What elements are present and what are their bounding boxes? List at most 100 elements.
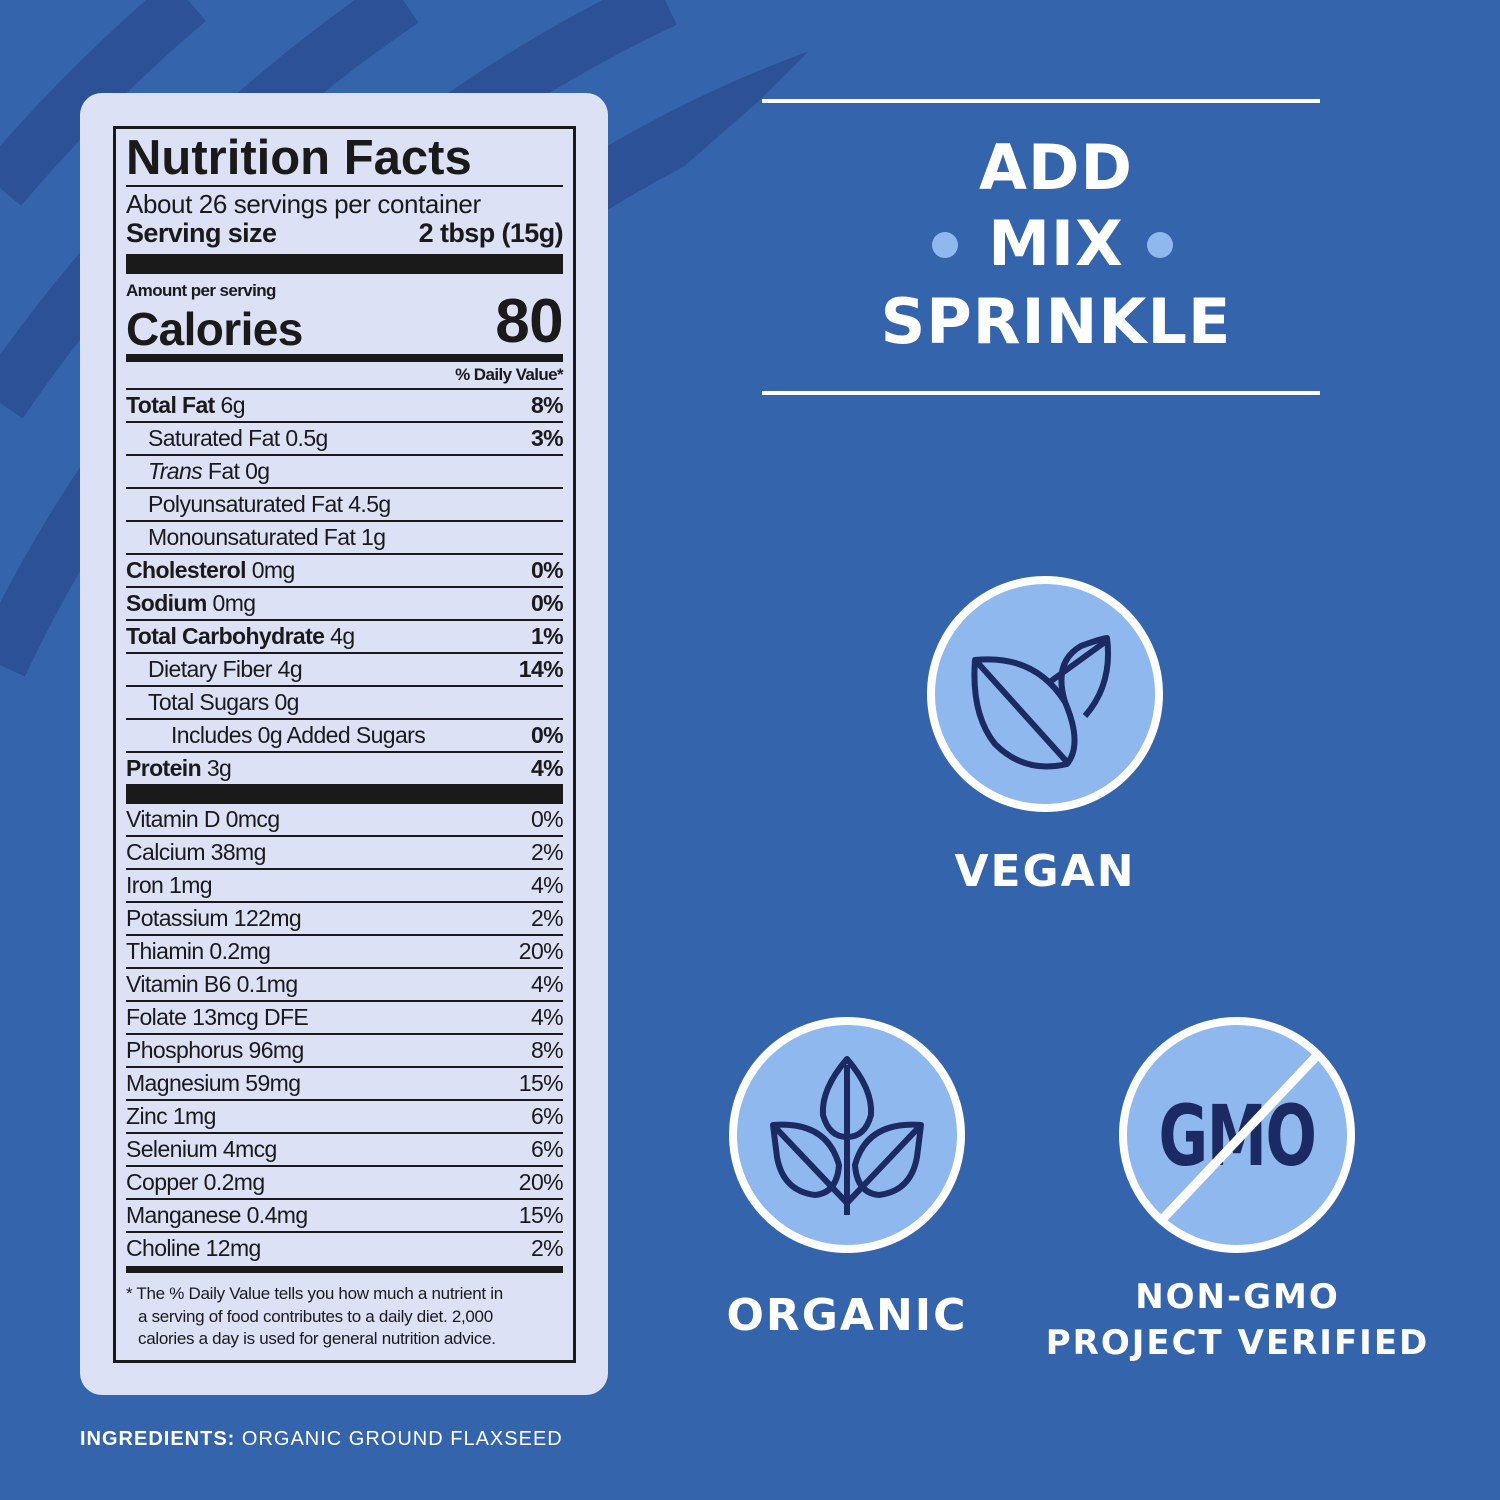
vitamin-row: Choline 12mg 2% <box>126 1233 564 1266</box>
nutrient-row: Cholesterol 0mg 0% <box>126 555 564 588</box>
calories-row: Calories 80 <box>126 291 564 355</box>
nutrient-row: Saturated Fat 0.5g 3% <box>126 423 564 456</box>
vitamin-name: Choline 12mg <box>126 1235 261 1261</box>
sprout-icon <box>770 1056 924 1215</box>
nutrient-dv: 0% <box>530 722 564 748</box>
nutrient-row: Total Carbohydrate 4g 1% <box>126 621 564 654</box>
nutrient-name: Total Fat 6g <box>126 390 246 421</box>
nutrient-name: Protein 3g <box>126 753 232 786</box>
nutrient-amount: Dietary Fiber 4g <box>148 656 303 682</box>
nutrient-amount: 0mg <box>206 590 257 616</box>
vitamin-row: Calcium 38mg 2% <box>126 837 564 870</box>
vitamin-row: Vitamin D 0mcg 0% <box>126 804 564 837</box>
nutrient-row: Includes 0g Added Sugars 0% <box>126 720 564 753</box>
vitamin-name: Thiamin 0.2mg <box>126 938 271 964</box>
vitamin-row: Potassium 122mg 2% <box>126 903 564 936</box>
nutrient-rows: Total Fat 6g 8% Saturated Fat 0.5g 3% Trans … <box>126 390 564 786</box>
nutrient-name: Dietary Fiber 4g <box>126 654 303 685</box>
non-gmo-badge: GMO <box>1119 1017 1355 1253</box>
divider-line <box>762 391 1320 395</box>
nutrient-amount: Includes 0g Added Sugars <box>171 722 426 748</box>
vitamin-dv: 2% <box>530 1235 564 1261</box>
vitamin-rows: Vitamin D 0mcg 0% Calcium 38mg 2% Iron 1mg 4%… <box>126 804 564 1266</box>
vegan-badge <box>927 576 1163 812</box>
non-gmo-label-line2: PROJECT VERIFIED <box>1045 1323 1430 1363</box>
vitamin-row: Magnesium 59mg 15% <box>126 1068 564 1101</box>
vitamin-name: Potassium 122mg <box>126 905 302 931</box>
nutrient-name: Monounsaturated Fat 1g <box>126 522 386 553</box>
background-stripe <box>0 0 206 206</box>
serving-size-value: 2 tbsp (15g) <box>418 218 564 248</box>
nutrient-amount: Monounsaturated Fat 1g <box>148 524 386 550</box>
leaves-icon <box>971 635 1112 770</box>
slogan-add: ADD <box>979 131 1133 204</box>
nutrient-name: Total Sugars 0g <box>126 687 299 718</box>
nutrient-dv: 8% <box>530 392 564 418</box>
vitamin-row: Thiamin 0.2mg 20% <box>126 936 564 969</box>
vitamin-name: Manganese 0.4mg <box>126 1202 308 1228</box>
vitamin-dv: 20% <box>518 938 564 964</box>
footnote-line: calories a day is used for general nutri… <box>138 1329 496 1348</box>
vitamin-dv: 6% <box>530 1103 564 1129</box>
nutrient-name: Cholesterol 0mg <box>126 555 295 586</box>
nutrient-row: Polyunsaturated Fat 4.5g <box>126 489 563 522</box>
footnote: * The % Daily Value tells you how much a… <box>126 1273 563 1351</box>
amount-per-serving: Amount per serving <box>126 281 276 300</box>
footnote-line: * The % Daily Value tells you how much a… <box>126 1284 503 1303</box>
vitamin-dv: 15% <box>518 1202 564 1228</box>
divider-line <box>762 99 1320 103</box>
vitamin-dv: 4% <box>530 872 564 898</box>
vitamin-dv: 2% <box>530 839 564 865</box>
thick-divider <box>126 254 563 274</box>
nutrient-bold: Total Carbohydrate <box>126 623 325 649</box>
dot-icon <box>1147 232 1173 258</box>
vitamin-row: Copper 0.2mg 20% <box>126 1167 564 1200</box>
vitamin-name: Zinc 1mg <box>126 1103 216 1129</box>
nutrient-amount: Fat 0g <box>202 458 270 484</box>
nutrient-amount: 3g <box>201 755 232 781</box>
calories-label: Calories <box>126 303 303 355</box>
calories-value: 80 <box>495 287 563 356</box>
vitamin-name: Calcium 38mg <box>126 839 266 865</box>
nutrient-name: Saturated Fat 0.5g <box>126 423 328 454</box>
nutrient-italic: Trans <box>148 458 203 484</box>
nutrient-row: Total Sugars 0g <box>126 687 563 720</box>
serving-size: Serving size 2 tbsp (15g) <box>126 218 564 248</box>
nutrient-amount: Polyunsaturated Fat 4.5g <box>148 491 391 517</box>
serving-size-label: Serving size <box>126 218 277 248</box>
vitamin-row: Phosphorus 96mg 8% <box>126 1035 564 1068</box>
nutrient-dv: 14% <box>518 656 564 682</box>
medium-divider <box>126 354 563 362</box>
vitamin-row: Zinc 1mg 6% <box>126 1101 564 1134</box>
nutrient-name: Polyunsaturated Fat 4.5g <box>126 489 391 520</box>
dot-icon <box>932 232 958 258</box>
nutrient-amount: 4g <box>324 623 355 649</box>
nutrient-name: Total Carbohydrate 4g <box>126 621 355 652</box>
vitamin-name: Vitamin D 0mcg <box>126 806 280 832</box>
nutrient-row: Monounsaturated Fat 1g <box>126 522 563 555</box>
vitamin-row: Manganese 0.4mg 15% <box>126 1200 564 1233</box>
slogan-sprinkle: SPRINKLE <box>880 285 1232 358</box>
nutrient-row: Total Fat 6g 8% <box>126 390 564 423</box>
nutrient-name: Sodium 0mg <box>126 588 257 619</box>
nutrient-bold: Total Fat <box>126 392 215 418</box>
ingredients-label: INGREDIENTS: <box>80 1428 236 1450</box>
non-gmo-label: NON-GMO PROJECT VERIFIED <box>1040 1274 1435 1366</box>
ingredients-value: ORGANIC GROUND FLAXSEED <box>235 1428 563 1450</box>
vitamin-dv: 20% <box>518 1169 564 1195</box>
nutrient-row: Trans Fat 0g <box>126 456 563 489</box>
vitamin-row: Selenium 4mcg 6% <box>126 1134 564 1167</box>
footnote-line: a serving of food contributes to a daily… <box>138 1306 493 1326</box>
nutrient-dv: 0% <box>530 590 564 616</box>
nutrient-row: Sodium 0mg 0% <box>126 588 564 621</box>
organic-badge <box>729 1017 965 1253</box>
nutrient-amount: 6g <box>214 392 246 418</box>
nutrient-row: Protein 3g 4% <box>126 753 564 786</box>
nutrient-bold: Cholesterol <box>126 557 247 583</box>
vitamin-name: Phosphorus 96mg <box>126 1037 304 1063</box>
vitamin-name: Folate 13mcg DFE <box>126 1004 309 1030</box>
vitamin-dv: 6% <box>530 1136 564 1162</box>
vitamin-dv: 2% <box>530 905 564 931</box>
daily-value-header: % Daily Value* <box>126 362 564 390</box>
no-gmo-icon <box>1153 1041 1331 1229</box>
